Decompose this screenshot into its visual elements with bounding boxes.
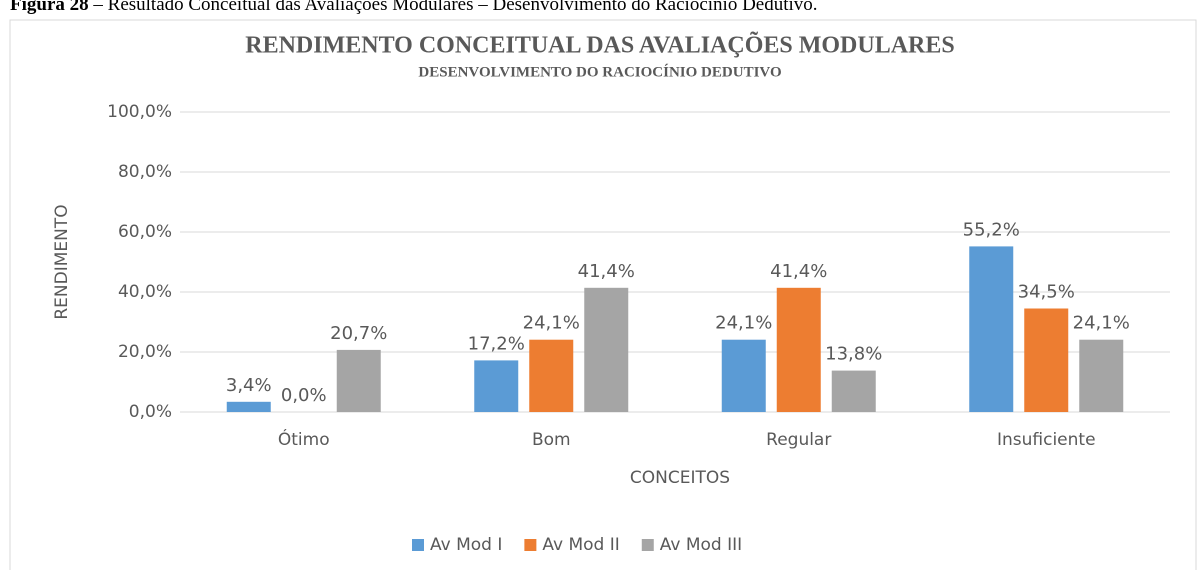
legend-label: Av Mod III (660, 535, 742, 555)
legend-swatch (524, 539, 537, 551)
x-tick-label: Regular (766, 430, 831, 450)
y-tick-label: 80,0% (118, 162, 172, 182)
x-tick-label: Insuficiente (997, 430, 1096, 450)
data-label: 13,8% (825, 344, 882, 365)
data-label: 17,2% (468, 333, 525, 354)
y-axis-title: RENDIMENTO (52, 204, 72, 319)
y-tick-label: 60,0% (118, 222, 172, 242)
chart-subtitle: DESENVOLVIMENTO DO RACIOCÍNIO DEDUTIVO (418, 63, 781, 80)
bar (969, 246, 1014, 412)
data-label: 34,5% (1018, 282, 1075, 303)
caption-text: – Resultado Conceitual das Avaliações Mo… (92, 0, 817, 15)
data-label: 41,4% (578, 261, 635, 282)
bar (529, 339, 574, 412)
data-label: 24,1% (715, 313, 772, 334)
bar (226, 401, 271, 412)
x-axis-title: CONCEITOS (630, 468, 730, 488)
bar (721, 339, 766, 412)
bar (336, 349, 381, 412)
y-tick-label: 20,0% (118, 342, 172, 362)
legend-label: Av Mod I (430, 535, 502, 555)
legend-label: Av Mod II (542, 535, 619, 555)
caption-label: Figura 28 (10, 0, 89, 15)
bar (474, 360, 519, 412)
x-tick-label: Bom (532, 430, 571, 450)
data-label: 41,4% (770, 261, 827, 282)
bar (584, 287, 629, 412)
data-label: 55,2% (963, 219, 1020, 240)
data-label: 24,1% (523, 313, 580, 334)
data-label: 24,1% (1073, 313, 1130, 334)
data-label: 20,7% (330, 323, 387, 344)
legend-swatch (412, 539, 424, 551)
chart-frame (9, 19, 1197, 570)
caption: Figura 28 – Resultado Conceitual das Ava… (10, 0, 818, 15)
bar (1024, 308, 1069, 412)
x-tick-label: Ótimo (278, 428, 330, 450)
y-tick-label: 100,0% (107, 102, 172, 122)
data-label: 0,0% (281, 385, 327, 406)
data-label: 3,4% (226, 375, 272, 396)
chart-title: RENDIMENTO CONCEITUAL DAS AVALIAÇÕES MOD… (245, 33, 955, 59)
bar (776, 287, 821, 412)
y-tick-label: 40,0% (118, 282, 172, 302)
legend-swatch (641, 539, 654, 551)
bar (1079, 339, 1124, 412)
bar (831, 370, 876, 412)
y-tick-label: 0,0% (129, 402, 172, 422)
